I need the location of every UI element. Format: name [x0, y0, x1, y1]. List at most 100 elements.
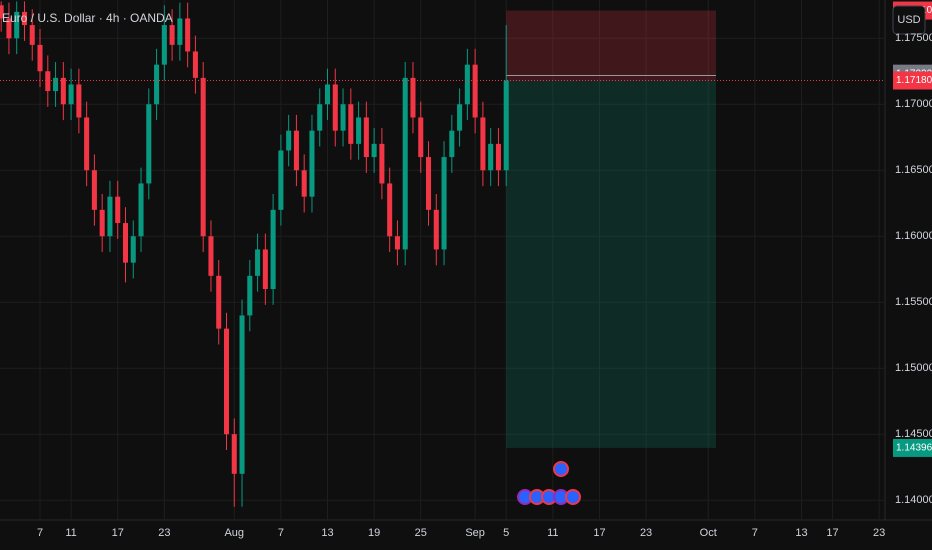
candle-body: [309, 130, 315, 197]
candle-body: [255, 249, 261, 276]
candle-body: [348, 104, 354, 144]
y-tick-label: 1.17500: [895, 32, 932, 44]
candle-body: [464, 64, 470, 105]
candle-body: [503, 80, 509, 171]
candle-body: [91, 170, 97, 210]
candle-body: [356, 117, 362, 144]
candle-body: [270, 209, 276, 290]
candle-body: [200, 77, 206, 237]
x-tick-label: 17: [826, 527, 838, 539]
y-tick-label: 1.14500: [895, 428, 932, 440]
x-tick-label: 7: [278, 527, 284, 539]
y-tick-label: 1.17000: [895, 98, 932, 110]
candle-body: [0, 5, 4, 19]
x-tick-label: 11: [65, 527, 76, 539]
x-tick-label: 11: [547, 527, 558, 539]
y-tick-label: 1.16500: [895, 164, 932, 176]
candle-body: [29, 25, 35, 45]
x-tick-label: 23: [158, 527, 170, 539]
candle-body: [185, 18, 191, 52]
y-tick-label: 1.15000: [895, 362, 932, 374]
candle-body: [130, 236, 136, 263]
x-tick-label: 5: [503, 527, 509, 539]
x-tick-label: 7: [37, 527, 43, 539]
candle-body: [340, 104, 346, 131]
chart-title: Euro / U.S. Dollar · 4h · OANDA: [2, 11, 173, 25]
candle-body: [379, 143, 385, 184]
y-tick-label: 1.16000: [895, 230, 932, 242]
x-tick-label: 23: [873, 527, 885, 539]
candle-body: [425, 157, 432, 210]
x-tick-label: 17: [112, 527, 124, 539]
candle-body: [418, 117, 424, 158]
price-label: 1.17180: [896, 75, 932, 86]
candle-body: [37, 44, 43, 72]
candle-body: [247, 275, 253, 316]
candle-body: [68, 84, 74, 105]
candle-body: [107, 196, 113, 237]
candle-body: [76, 84, 82, 118]
candle-body: [122, 223, 129, 263]
candle-body: [231, 434, 237, 474]
y-tick-label: 1.15500: [895, 296, 932, 308]
candle-body: [154, 64, 160, 105]
candle-body: [293, 130, 299, 171]
candle-body: [192, 51, 198, 78]
x-tick-label: Oct: [700, 527, 717, 539]
candle-body: [99, 209, 105, 237]
candle-body: [402, 77, 408, 250]
candle-body: [21, 11, 28, 26]
candle-body: [6, 18, 12, 39]
candle-body: [146, 104, 152, 184]
candle-body: [60, 77, 66, 105]
candle-body: [317, 104, 323, 131]
x-tick-label: Sep: [465, 527, 485, 539]
candle-body: [495, 143, 501, 171]
candle-body: [14, 11, 20, 39]
candle-body: [223, 328, 230, 435]
candle-body: [45, 71, 51, 92]
candle-body: [301, 170, 307, 197]
x-tick-label: 25: [415, 527, 427, 539]
candle-body: [410, 77, 416, 118]
candle-body: [441, 157, 447, 250]
candle-body: [457, 104, 463, 131]
x-tick-label: 13: [795, 527, 807, 539]
x-tick-label: 7: [752, 527, 758, 539]
candle-body: [449, 130, 455, 158]
candle-body: [161, 25, 167, 65]
y-tick-label: 1.14000: [895, 494, 932, 506]
candle-body: [278, 150, 284, 210]
candle-body: [262, 249, 268, 290]
candles: [0, 1, 509, 507]
candle-body: [488, 143, 494, 171]
candle-body: [286, 130, 292, 151]
candle-body: [239, 315, 245, 474]
candle-body: [84, 117, 90, 171]
candle-body: [208, 236, 214, 276]
x-tick-label: Aug: [224, 527, 244, 539]
price-label-box: [893, 71, 932, 90]
event-icon: [565, 489, 581, 505]
currency-label: USD: [897, 14, 920, 26]
candle-body: [53, 77, 59, 92]
x-tick-label: 23: [640, 527, 652, 539]
x-tick-label: 13: [321, 527, 333, 539]
event-icons: [517, 461, 581, 505]
candle-body: [332, 84, 338, 131]
price-label-box: [893, 438, 932, 457]
candle-body: [472, 64, 478, 118]
candle-body: [115, 196, 121, 224]
candle-body: [177, 18, 183, 45]
candle-body: [480, 117, 486, 171]
candle-body: [138, 183, 144, 237]
candle-body: [216, 275, 222, 329]
price-label: 1.14396: [896, 443, 932, 454]
candle-body: [394, 236, 400, 250]
candle-body: [169, 25, 175, 45]
event-icon: [553, 461, 569, 477]
target-zone: [506, 80, 717, 448]
currency-button[interactable]: [892, 5, 926, 35]
